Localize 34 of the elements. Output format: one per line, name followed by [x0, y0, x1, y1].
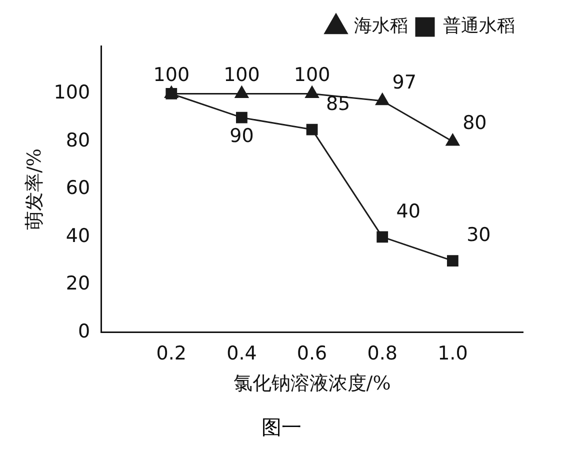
data-label: 85	[326, 92, 350, 115]
text: 图一	[260, 414, 302, 441]
data-label: 100	[294, 64, 330, 86]
point	[446, 134, 460, 146]
x-axis-title: 氯化钠溶液浓度/%	[233, 372, 391, 395]
data-label: 90	[230, 125, 254, 148]
point	[234, 86, 249, 98]
y-tick-label: 60	[66, 177, 90, 200]
legend-label: 海水稻	[354, 16, 408, 37]
x-tick-label: 1.0	[438, 342, 468, 365]
x-tick-label: 0.8	[367, 342, 398, 365]
point	[236, 112, 248, 124]
data-label: 97	[392, 71, 416, 94]
data-label: 100	[224, 64, 260, 86]
y-tick-label: 40	[66, 224, 90, 247]
data-label: 80	[462, 112, 487, 134]
point	[306, 124, 318, 136]
data-label: 100	[153, 64, 190, 86]
x-tick-label: 0.6	[296, 342, 328, 365]
y-tick-label: 100	[54, 82, 90, 104]
legend-label: 普通水稻	[443, 16, 515, 37]
point	[376, 93, 390, 106]
y-tick-label: 20	[66, 272, 90, 295]
data-label: 40	[396, 200, 420, 222]
point	[446, 255, 458, 266]
y-tick-label: 80	[66, 129, 90, 152]
x-tick-label: 0.4	[226, 342, 257, 365]
point	[164, 86, 178, 98]
y-tick-label: 0	[78, 320, 90, 342]
point	[305, 86, 319, 98]
point	[376, 231, 388, 243]
x-tick-label: 0.2	[156, 342, 186, 365]
y-axis-title: 萌发率/%	[23, 148, 46, 230]
data-label: 30	[466, 224, 491, 246]
